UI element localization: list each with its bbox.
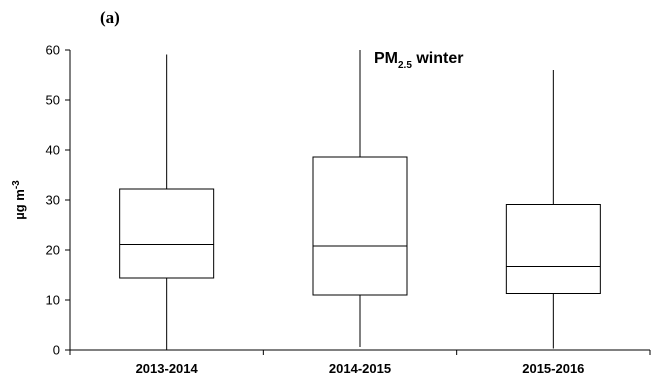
series-annotation: PM2.5 winter bbox=[374, 50, 463, 71]
y-tick-label: 0 bbox=[53, 343, 60, 358]
annotation-subscript: 2.5 bbox=[398, 60, 412, 71]
x-tick-labels: 2013-2014 2014-2015 2015-2016 bbox=[136, 361, 585, 376]
x-tick-label: 2013-2014 bbox=[136, 361, 199, 376]
x-tick-label: 2015-2016 bbox=[522, 361, 584, 376]
x-tick-label: 2014-2015 bbox=[329, 361, 391, 376]
iqr-box bbox=[505, 204, 601, 294]
y-ticks: 0 10 20 30 40 50 60 bbox=[46, 43, 70, 358]
svg-text:µg m-3: µg m-3 bbox=[11, 180, 27, 220]
panel-label: (a) bbox=[100, 8, 120, 27]
iqr-box bbox=[119, 188, 215, 279]
x-ticks bbox=[69, 350, 651, 355]
svg-text:PM2.5 winter: PM2.5 winter bbox=[374, 50, 463, 71]
boxes bbox=[119, 50, 601, 350]
annotation-main: PM bbox=[374, 50, 398, 67]
box-2013-2014 bbox=[119, 54, 215, 350]
y-tick-label: 40 bbox=[46, 143, 60, 158]
annotation-suffix: winter bbox=[412, 50, 464, 67]
box-2015-2016 bbox=[505, 70, 601, 349]
iqr-box bbox=[312, 156, 408, 296]
y-tick-label: 30 bbox=[46, 193, 60, 208]
y-tick-label: 50 bbox=[46, 93, 60, 108]
y-tick-label: 20 bbox=[46, 243, 60, 258]
y-tick-label: 10 bbox=[46, 293, 60, 308]
y-axis-title-text: µg m bbox=[12, 189, 27, 220]
y-tick-label: 60 bbox=[46, 43, 60, 58]
y-axis-title: µg m-3 bbox=[11, 180, 27, 220]
box-2014-2015 bbox=[312, 50, 408, 347]
y-axis-title-superscript: -3 bbox=[11, 180, 22, 189]
